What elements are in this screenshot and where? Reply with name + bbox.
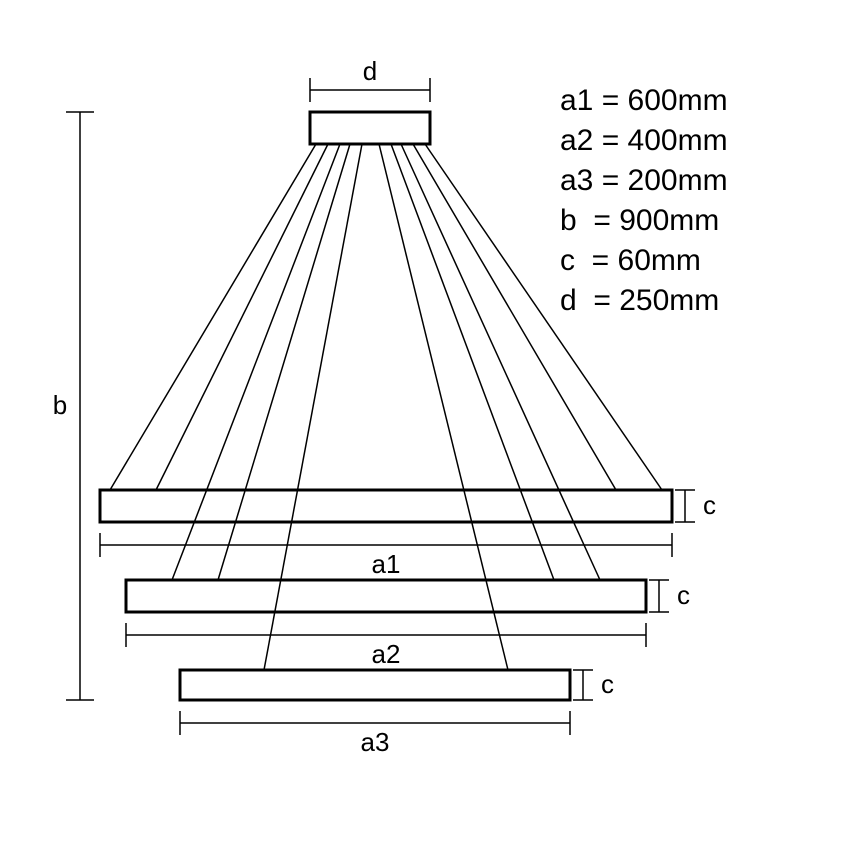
label-c-2: c bbox=[677, 580, 690, 610]
legend-line-1: a2 = 400mm bbox=[560, 124, 728, 157]
legend-line-0: a1 = 600mm bbox=[560, 84, 728, 117]
label-a1: a1 bbox=[372, 549, 401, 579]
tier-2 bbox=[126, 580, 646, 612]
tier-1 bbox=[100, 490, 672, 522]
wire-1-0 bbox=[172, 144, 340, 580]
legend-line-4: c = 60mm bbox=[560, 244, 701, 277]
label-c-1: c bbox=[703, 490, 716, 520]
label-d: d bbox=[363, 56, 377, 86]
legend-line-3: b = 900mm bbox=[560, 204, 719, 237]
wire-0-1 bbox=[156, 144, 328, 490]
label-a3: a3 bbox=[361, 727, 390, 757]
label-b: b bbox=[53, 390, 67, 420]
label-a2: a2 bbox=[372, 639, 401, 669]
legend-line-2: a3 = 200mm bbox=[560, 164, 728, 197]
wire-1-1 bbox=[218, 144, 350, 580]
tier-3 bbox=[180, 670, 570, 700]
wire-1-2 bbox=[391, 144, 554, 580]
canopy bbox=[310, 112, 430, 144]
wire-2-0 bbox=[264, 144, 362, 670]
legend-line-5: d = 250mm bbox=[560, 284, 719, 317]
wire-0-0 bbox=[110, 144, 316, 490]
label-c-3: c bbox=[601, 669, 614, 699]
